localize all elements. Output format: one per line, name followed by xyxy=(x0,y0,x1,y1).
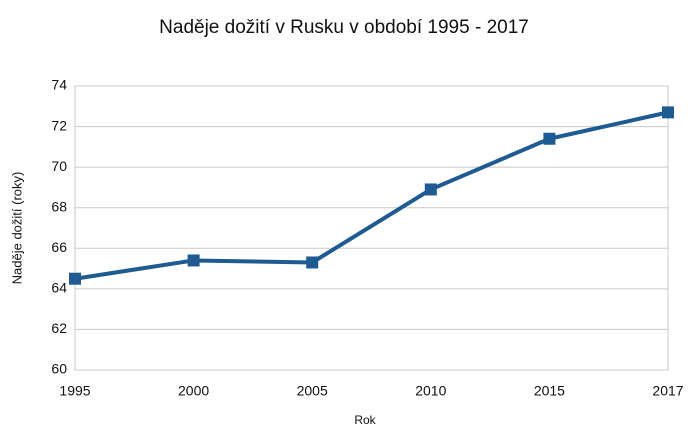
x-tick-label: 2015 xyxy=(534,383,565,399)
y-tick-label: 68 xyxy=(51,198,67,214)
y-tick-label: 70 xyxy=(51,158,67,174)
marker xyxy=(306,256,319,269)
marker xyxy=(187,254,200,267)
x-tick-label: 2005 xyxy=(297,383,328,399)
y-tick-label: 66 xyxy=(51,239,67,255)
x-tick-label: 2017 xyxy=(652,383,683,399)
y-axis-label: Naděje dožití (roky) xyxy=(9,172,24,285)
y-tick-label: 74 xyxy=(51,77,67,93)
marker xyxy=(662,106,674,119)
x-axis-label: Rok xyxy=(354,413,376,427)
y-tick-label: 60 xyxy=(51,361,67,377)
marker xyxy=(69,272,81,285)
y-tick-label: 72 xyxy=(51,117,67,133)
line xyxy=(74,110,669,281)
y-tick-label: 64 xyxy=(51,280,67,296)
chart-title: Naděje dožití v Rusku v období 1995 - 20… xyxy=(159,17,529,38)
x-tick-label: 1995 xyxy=(59,383,90,399)
x-tick-label: 2010 xyxy=(415,383,446,399)
marker xyxy=(424,183,437,196)
x-tick-label: 2000 xyxy=(178,383,209,399)
y-tick-label: 62 xyxy=(51,320,67,336)
marker xyxy=(543,132,556,145)
